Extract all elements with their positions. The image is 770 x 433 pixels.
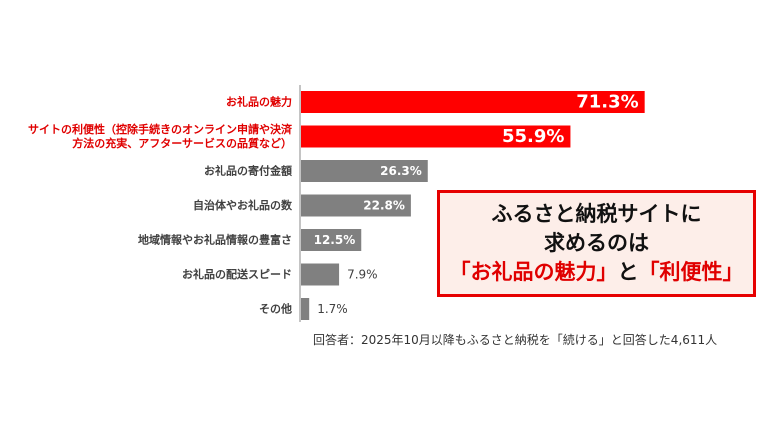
value-label-2: 55.9% <box>502 126 564 147</box>
category-label-7: その他 <box>259 302 292 316</box>
callout-line-2: 求めるのは <box>544 231 649 255</box>
bar-2 <box>301 125 571 148</box>
category-label-2: サイトの利便性（控除手続きのオンライン申請や決済方法の充実、アフターサービスの品… <box>28 122 293 150</box>
category-label-4: 自治体やお礼品の数 <box>193 198 293 212</box>
value-label-6: 7.9% <box>347 268 378 282</box>
category-label-4-line-1: 自治体やお礼品の数 <box>193 198 293 212</box>
bar-7 <box>301 298 310 320</box>
callout-highlight-appeal: 「お礼品の魅力」 <box>449 260 618 284</box>
summary-callout: ふるさと納税サイトに 求めるのは 「お礼品の魅力」と「利便性」 <box>437 190 756 297</box>
category-label-7-line-1: その他 <box>259 302 292 316</box>
callout-connector: と <box>617 260 639 284</box>
category-label-6: お礼品の配送スピード <box>182 267 292 281</box>
category-label-6-line-1: お礼品の配送スピード <box>182 267 292 281</box>
callout-line-3: 「お礼品の魅力」と「利便性」 <box>450 258 744 287</box>
callout-line-1: ふるさと納税サイトに <box>491 202 702 226</box>
bar-4 <box>301 194 411 217</box>
bar-5 <box>301 229 362 251</box>
category-label-2-line-1: サイトの利便性（控除手続きのオンライン申請や決済 <box>28 122 293 136</box>
respondent-footnote: 回答者：2025年10月以降もふるさと納税を「続ける」と回答した4,611人 <box>313 333 718 347</box>
category-label-3: お礼品の寄付金額 <box>204 164 292 178</box>
value-label-4: 22.8% <box>363 199 405 213</box>
bar-1 <box>301 91 645 113</box>
category-label-1-line-1: お礼品の魅力 <box>226 95 292 109</box>
value-label-1: 71.3% <box>576 92 638 113</box>
value-label-5: 12.5% <box>314 233 356 247</box>
category-label-3-line-1: お礼品の寄付金額 <box>204 164 292 178</box>
category-label-5-line-1: 地域情報やお礼品情報の豊富さ <box>138 233 292 247</box>
value-label-7: 1.7% <box>317 302 348 316</box>
category-label-2-line-2: 方法の充実、アフターサービスの品質など） <box>72 136 292 150</box>
category-label-5: 地域情報やお礼品情報の豊富さ <box>138 233 292 247</box>
callout-highlight-convenience: 「利便性」 <box>638 260 744 284</box>
category-label-1: お礼品の魅力 <box>226 95 292 109</box>
value-label-3: 26.3% <box>380 164 422 178</box>
bar-6 <box>301 263 340 286</box>
bar-3 <box>301 160 428 182</box>
